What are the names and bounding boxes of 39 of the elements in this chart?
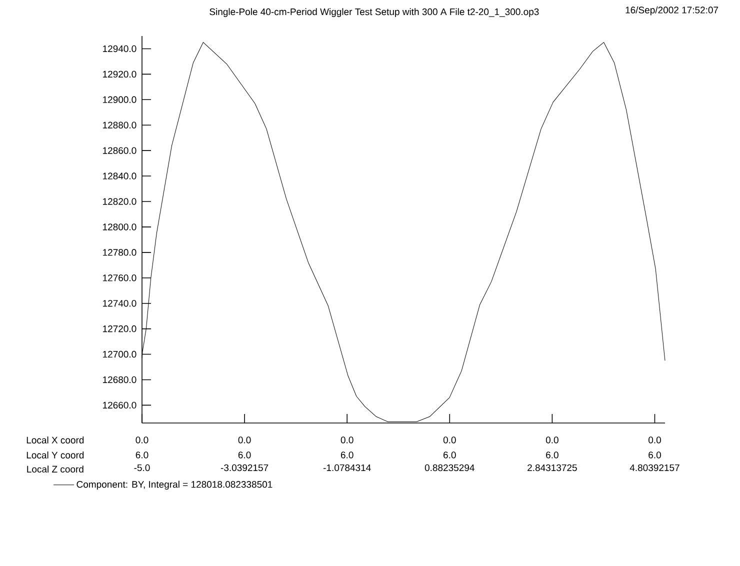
y-tick-label: 12760.0: [103, 274, 136, 282]
text: Local X coord: [26, 436, 84, 444]
y-tick-label: 12900.0: [103, 96, 136, 104]
text: 0.0: [136, 436, 148, 444]
x-tick-label: 4.80392157: [630, 464, 680, 472]
text: 0.0: [443, 436, 456, 444]
y-tick-label: 12860.0: [103, 147, 136, 154]
y-tick-label: 12740.0: [103, 300, 136, 307]
x-tick-label: 2.84313725: [528, 464, 577, 472]
x-tick-label: -5.0: [134, 464, 150, 472]
y-tick-label: 12700.0: [103, 350, 136, 358]
text: 6.0: [444, 452, 456, 458]
y-tick-label: 12800.0: [103, 224, 136, 230]
text: 6.0: [136, 452, 148, 458]
text: 6.0: [340, 452, 354, 458]
y-tick-label: 12920.0: [103, 70, 136, 78]
y-tick-label: 12840.0: [103, 172, 136, 180]
y-tick-label: 12660.0: [103, 402, 136, 409]
y-tick-label: 12940.0: [103, 45, 136, 52]
text: 6.0: [648, 452, 661, 458]
x-tick-label: -1.0784314: [323, 464, 371, 472]
text: 0.0: [238, 436, 251, 444]
text: 6.0: [238, 452, 251, 458]
y-tick-label: 12880.0: [103, 122, 136, 128]
text: Local Y coord: [26, 452, 84, 458]
x-axis-title: Local Z coord: [27, 466, 84, 473]
text: 16/Sep/2002 17:52:07: [626, 6, 718, 16]
y-tick-label: 12680.0: [103, 376, 136, 384]
text: 6.0: [546, 452, 558, 458]
x-tick-label: 0.88235294: [424, 464, 474, 472]
chart-title: Single-Pole 40-cm-Period Wiggler Test Setup with 300 A File t2-20_1_300.op3: [210, 8, 539, 18]
y-tick-label: 12720.0: [103, 325, 136, 332]
text: 0.0: [340, 436, 354, 444]
text: 0.0: [648, 436, 661, 444]
text: 0.0: [546, 436, 558, 444]
legend-label: Component: BY, Integral = 128018.082338501: [76, 480, 272, 490]
y-tick-label: 12820.0: [103, 198, 136, 205]
y-tick-label: 12780.0: [103, 249, 136, 256]
x-tick-label: -3.0392157: [220, 464, 268, 472]
